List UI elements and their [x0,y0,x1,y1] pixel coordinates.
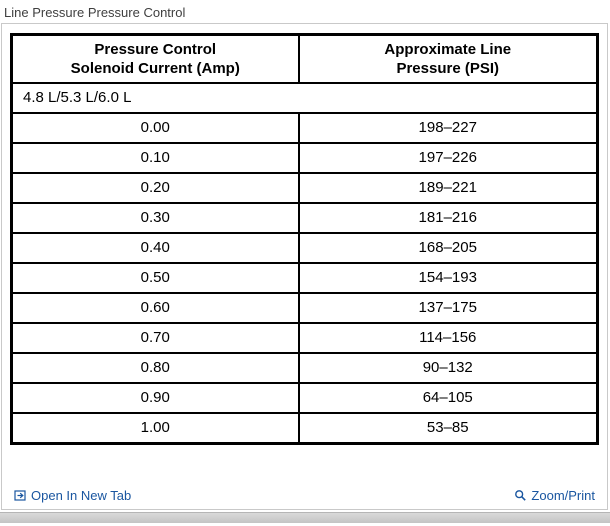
table-cell: 181–216 [297,202,599,234]
magnifier-icon [514,489,527,502]
table-cell: 137–175 [297,292,599,324]
table-row: 0.80 90–132 [10,352,599,384]
table-row: 1.00 53–85 [10,412,599,445]
table-cell: 197–226 [297,142,599,174]
table-cell: 114–156 [297,322,599,354]
page-title: Line Pressure Pressure Control [4,5,186,20]
table-row: 0.50 154–193 [10,262,599,294]
table-cell: 0.10 [10,142,300,174]
table-cell: 0.50 [10,262,300,294]
table-header-row: Pressure Control Solenoid Current (Amp) … [10,33,599,84]
col-header-solenoid-current: Pressure Control Solenoid Current (Amp) [10,33,300,84]
table-cell: 1.00 [10,412,300,445]
open-in-new-tab-link[interactable]: Open In New Tab [14,488,131,503]
pressure-table: Pressure Control Solenoid Current (Amp) … [10,33,599,445]
table-row: 0.20 189–221 [10,172,599,204]
zoom-print-label: Zoom/Print [531,488,595,503]
engine-subheader-row: 4.8 L/5.3 L/6.0 L [10,82,599,114]
table-cell: 198–227 [297,112,599,144]
table-cell: 0.20 [10,172,300,204]
table-cell: 0.30 [10,202,300,234]
table-cell: 0.80 [10,352,300,384]
table-cell: 0.40 [10,232,300,264]
engine-subheader: 4.8 L/5.3 L/6.0 L [10,82,599,114]
open-in-new-tab-label: Open In New Tab [31,488,132,503]
table-cell: 0.60 [10,292,300,324]
table-cell: 0.90 [10,382,300,414]
table-cell: 0.70 [10,322,300,354]
table-cell: 189–221 [297,172,599,204]
table-row: 0.70 114–156 [10,322,599,354]
zoom-print-link[interactable]: Zoom/Print [514,488,595,503]
table-cell: 90–132 [297,352,599,384]
panel-footer: Open In New Tab Zoom/Print [2,488,607,503]
table-cell: 64–105 [297,382,599,414]
open-in-new-tab-icon [14,489,27,502]
table-cell: 0.00 [10,112,300,144]
table-body: 0.00 198–227 0.10 197–226 0.20 189–221 0.30 181… [10,112,599,445]
table-cell: 168–205 [297,232,599,264]
col-header-line-pressure: Approximate Line Pressure (PSI) [297,33,599,84]
table-cell: 53–85 [297,412,599,445]
table-row: 0.10 197–226 [10,142,599,174]
table-row: 0.40 168–205 [10,232,599,264]
content-panel: Pressure Control Solenoid Current (Amp) … [1,23,608,510]
table-row: 0.30 181–216 [10,202,599,234]
table-cell: 154–193 [297,262,599,294]
horizontal-scrollbar[interactable] [0,512,610,523]
table-row: 0.00 198–227 [10,112,599,144]
table-row: 0.90 64–105 [10,382,599,414]
table-row: 0.60 137–175 [10,292,599,324]
